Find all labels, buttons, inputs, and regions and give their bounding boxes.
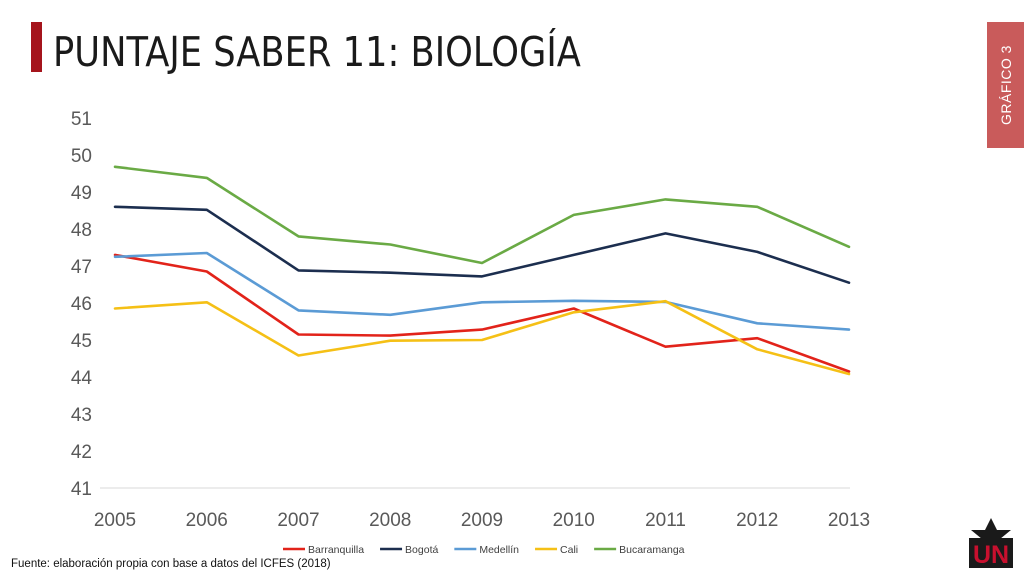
y-tick-label: 46 (71, 294, 92, 315)
series-line-cali (113, 299, 851, 376)
x-tick-label: 2013 (828, 510, 870, 531)
series-line-bucaramanga (113, 165, 851, 265)
x-tick-label: 2005 (94, 510, 136, 531)
x-tick-label: 2008 (369, 510, 411, 531)
series-line-bogotá (113, 205, 851, 285)
y-tick-label: 49 (71, 183, 92, 204)
legend-label: Bogotá (405, 544, 438, 556)
y-tick-label: 47 (71, 257, 92, 278)
side-tab: GRÁFICO 3 (987, 22, 1024, 148)
series-line-medellín (113, 251, 851, 331)
source-note: Fuente: elaboración propia con base a da… (11, 558, 331, 570)
page-title: PUNTAJE SABER 11: BIOLOGÍA (53, 28, 581, 76)
y-tick-label: 41 (71, 479, 92, 500)
y-tick-label: 42 (71, 442, 92, 463)
legend-label: Barranquilla (308, 544, 364, 556)
x-tick-label: 2009 (461, 510, 503, 531)
series-line-barranquilla (113, 253, 851, 373)
legend-label: Medellín (479, 544, 519, 556)
title-accent-bar (31, 22, 42, 72)
y-tick-label: 48 (71, 220, 92, 241)
y-tick-label: 45 (71, 331, 92, 352)
x-tick-label: 2011 (645, 510, 686, 531)
x-tick-label: 2006 (186, 510, 228, 531)
y-tick-label: 43 (71, 405, 92, 426)
legend-label: Bucaramanga (619, 544, 685, 556)
x-tick-label: 2007 (277, 510, 319, 531)
logo-text: UN (973, 541, 1009, 569)
legend-label: Cali (560, 544, 578, 556)
y-tick-label: 44 (71, 368, 93, 389)
y-tick-label: 51 (71, 109, 92, 130)
y-tick-label: 50 (71, 146, 92, 167)
university-logo: UN (969, 518, 1013, 569)
x-tick-label: 2010 (553, 510, 595, 531)
x-tick-label: 2012 (736, 510, 778, 531)
